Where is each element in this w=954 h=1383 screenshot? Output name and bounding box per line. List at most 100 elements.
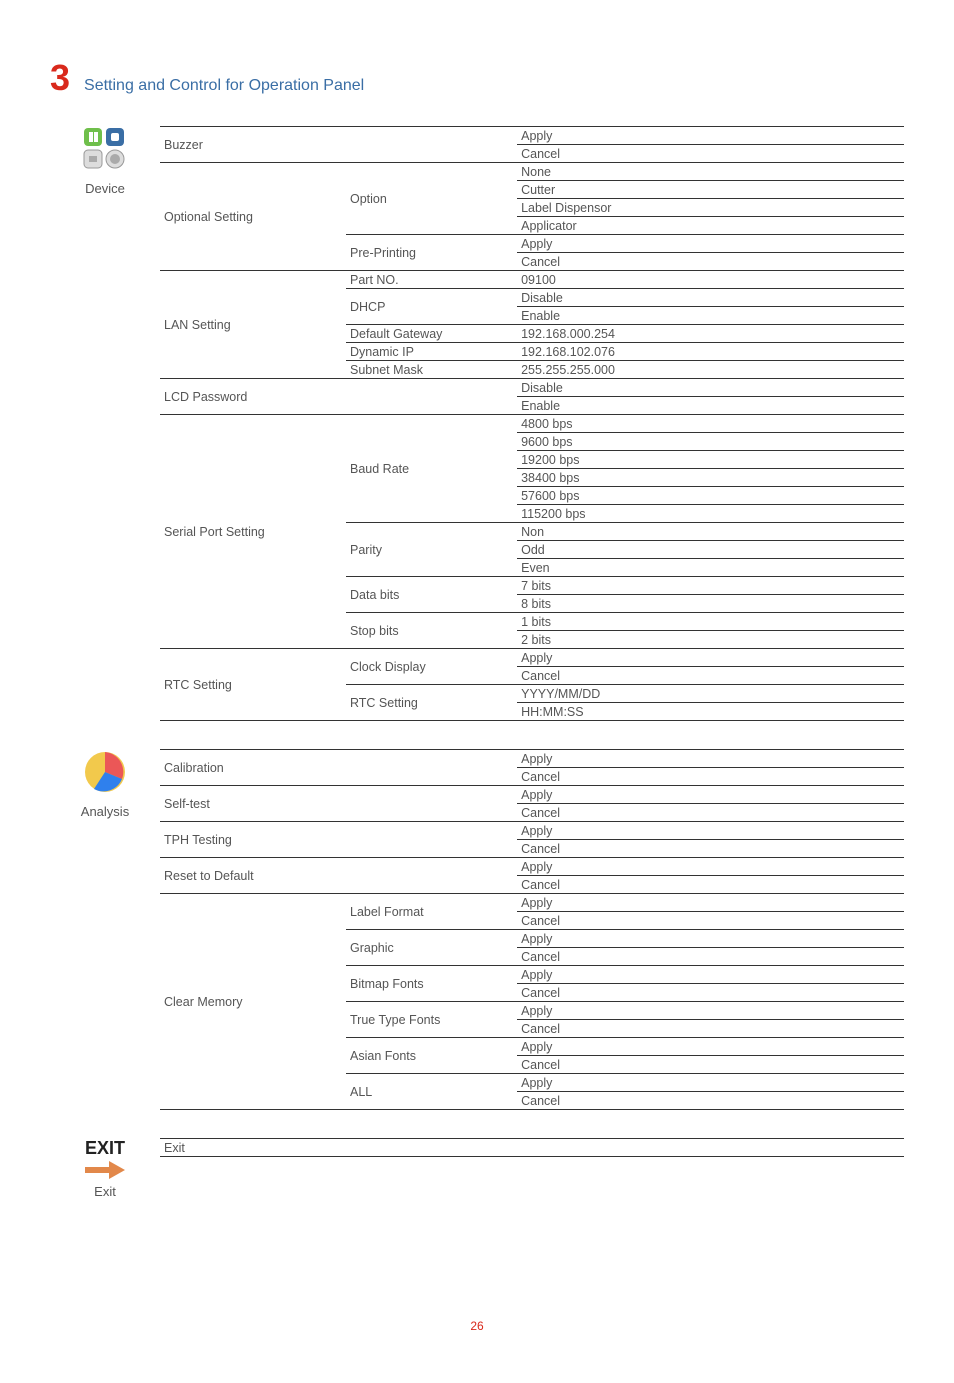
sub-cell: Baud Rate	[346, 415, 517, 523]
value-cell: Apply	[517, 822, 904, 840]
value-cell: Non	[517, 523, 904, 541]
device-icon	[82, 126, 128, 172]
value-cell: Cancel	[517, 667, 904, 685]
value-cell: Cancel	[517, 840, 904, 858]
value-cell: Cancel	[517, 145, 904, 163]
sub-cell: Subnet Mask	[346, 361, 517, 379]
sub-cell: Option	[346, 163, 517, 235]
group-cell: Reset to Default	[160, 858, 517, 894]
analysis-icon	[82, 749, 128, 795]
group-cell: Calibration	[160, 750, 517, 786]
sub-cell: Clock Display	[346, 649, 517, 685]
device-label: Device	[50, 181, 160, 196]
value-cell: YYYY/MM/DD	[517, 685, 904, 703]
value-cell: Disable	[517, 289, 904, 307]
value-cell: 115200 bps	[517, 505, 904, 523]
value-cell: Label Dispensor	[517, 199, 904, 217]
value-cell: Cancel	[517, 768, 904, 786]
value-cell: Even	[517, 559, 904, 577]
value-cell: 4800 bps	[517, 415, 904, 433]
group-cell: RTC Setting	[160, 649, 346, 721]
value-cell: Applicator	[517, 217, 904, 235]
value-cell: 9600 bps	[517, 433, 904, 451]
value-cell: Apply	[517, 127, 904, 145]
value-cell: Cancel	[517, 984, 904, 1002]
sub-cell: Bitmap Fonts	[346, 966, 517, 1002]
value-cell: Odd	[517, 541, 904, 559]
group-cell: Clear Memory	[160, 894, 346, 1110]
value-cell: Cutter	[517, 181, 904, 199]
sub-cell: Pre-Printing	[346, 235, 517, 271]
exit-table: Exit	[160, 1138, 904, 1157]
sub-cell: True Type Fonts	[346, 1002, 517, 1038]
value-cell: 2 bits	[517, 631, 904, 649]
value-cell: Disable	[517, 379, 904, 397]
value-cell: 192.168.102.076	[517, 343, 904, 361]
group-cell: Optional Setting	[160, 163, 346, 271]
group-cell: Serial Port Setting	[160, 415, 346, 649]
exit-icon: EXIT	[50, 1138, 160, 1159]
value-cell: Apply	[517, 930, 904, 948]
value-cell: Apply	[517, 858, 904, 876]
exit-arrow-icon	[85, 1159, 125, 1181]
value-cell: Cancel	[517, 1092, 904, 1110]
value-cell: 38400 bps	[517, 469, 904, 487]
device-table: BuzzerApplyCancelOptional SettingOptionN…	[160, 126, 904, 721]
value-cell: HH:MM:SS	[517, 703, 904, 721]
sub-cell: ALL	[346, 1074, 517, 1110]
sub-cell: DHCP	[346, 289, 517, 325]
value-cell: Apply	[517, 649, 904, 667]
exit-label: Exit	[50, 1184, 160, 1199]
page-number: 26	[50, 1319, 904, 1333]
group-cell: LAN Setting	[160, 271, 346, 379]
value-cell: Cancel	[517, 876, 904, 894]
chapter-title: Setting and Control for Operation Panel	[84, 77, 364, 95]
sub-cell: Graphic	[346, 930, 517, 966]
sub-cell: Part NO.	[346, 271, 517, 289]
value-cell: Cancel	[517, 804, 904, 822]
exit-cell: Exit	[160, 1139, 904, 1157]
value-cell: Cancel	[517, 912, 904, 930]
value-cell: 1 bits	[517, 613, 904, 631]
value-cell: 255.255.255.000	[517, 361, 904, 379]
group-cell: Self-test	[160, 786, 517, 822]
value-cell: Apply	[517, 750, 904, 768]
exit-row: EXIT Exit Exit	[50, 1138, 904, 1199]
value-cell: Cancel	[517, 1056, 904, 1074]
sub-cell: Dynamic IP	[346, 343, 517, 361]
value-cell: Apply	[517, 786, 904, 804]
value-cell: Apply	[517, 235, 904, 253]
value-cell: 192.168.000.254	[517, 325, 904, 343]
value-cell: 19200 bps	[517, 451, 904, 469]
value-cell: Enable	[517, 397, 904, 415]
value-cell: 7 bits	[517, 577, 904, 595]
analysis-label: Analysis	[50, 804, 160, 819]
value-cell: Cancel	[517, 253, 904, 271]
sub-cell: Default Gateway	[346, 325, 517, 343]
group-cell: TPH Testing	[160, 822, 517, 858]
value-cell: None	[517, 163, 904, 181]
value-cell: Apply	[517, 1038, 904, 1056]
chapter-number: 3	[50, 60, 70, 96]
analysis-table: CalibrationApplyCancelSelf-testApplyCanc…	[160, 749, 904, 1110]
value-cell: Apply	[517, 966, 904, 984]
device-row: Device BuzzerApplyCancelOptional Setting…	[50, 126, 904, 721]
sub-cell: Stop bits	[346, 613, 517, 649]
value-cell: Apply	[517, 894, 904, 912]
group-cell: Buzzer	[160, 127, 517, 163]
analysis-row: Analysis CalibrationApplyCancelSelf-test…	[50, 749, 904, 1110]
sub-cell: Label Format	[346, 894, 517, 930]
value-cell: Cancel	[517, 1020, 904, 1038]
sub-cell: Parity	[346, 523, 517, 577]
value-cell: 57600 bps	[517, 487, 904, 505]
value-cell: Cancel	[517, 948, 904, 966]
sub-cell: RTC Setting	[346, 685, 517, 721]
value-cell: Apply	[517, 1002, 904, 1020]
sub-cell: Data bits	[346, 577, 517, 613]
value-cell: 8 bits	[517, 595, 904, 613]
value-cell: Enable	[517, 307, 904, 325]
value-cell: Apply	[517, 1074, 904, 1092]
page-header: 3 Setting and Control for Operation Pane…	[50, 60, 904, 96]
value-cell: 09100	[517, 271, 904, 289]
group-cell: LCD Password	[160, 379, 517, 415]
